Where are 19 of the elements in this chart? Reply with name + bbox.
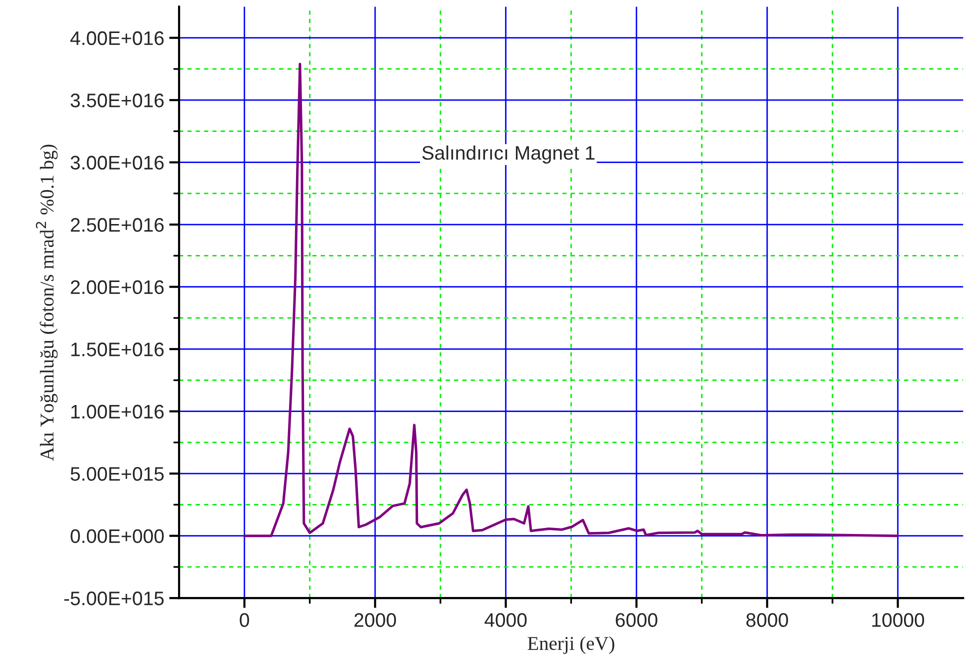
y-axis-title: Akı Yoğunluğu (foton/s mrad$^{2}$ %0.1 bg) [36, 144, 58, 461]
y-tick-label: 3.50E+016 [70, 94, 164, 108]
y-tick-label: -5.00E+015 [64, 592, 164, 606]
y-tick-label: 3.00E+016 [70, 156, 164, 170]
x-tick-label: 6000 [616, 613, 658, 627]
y-tick-label: 1.00E+016 [71, 404, 164, 419]
x-tick-label: 2000 [354, 613, 396, 627]
y-tick-label: 5.00E+015 [70, 467, 164, 481]
y-tick-label: 1.50E+016 [71, 342, 164, 356]
x-tick-label: 4000 [484, 613, 527, 627]
x-tick-label: 10000 [872, 613, 924, 627]
x-tick-label: 0 [240, 613, 250, 627]
annotation: Salındırıcı Magnet 1 [422, 145, 594, 164]
y-tick-label: 4.00E+016 [70, 31, 164, 46]
y-tick-label: 2.00E+016 [70, 280, 164, 294]
y-tick-label: 0.00E+000 [70, 529, 164, 544]
x-axis-title: Enerji (eV) [528, 636, 614, 654]
y-tick-label: 2.50E+016 [70, 218, 164, 232]
x-tick-label: 8000 [746, 613, 788, 627]
